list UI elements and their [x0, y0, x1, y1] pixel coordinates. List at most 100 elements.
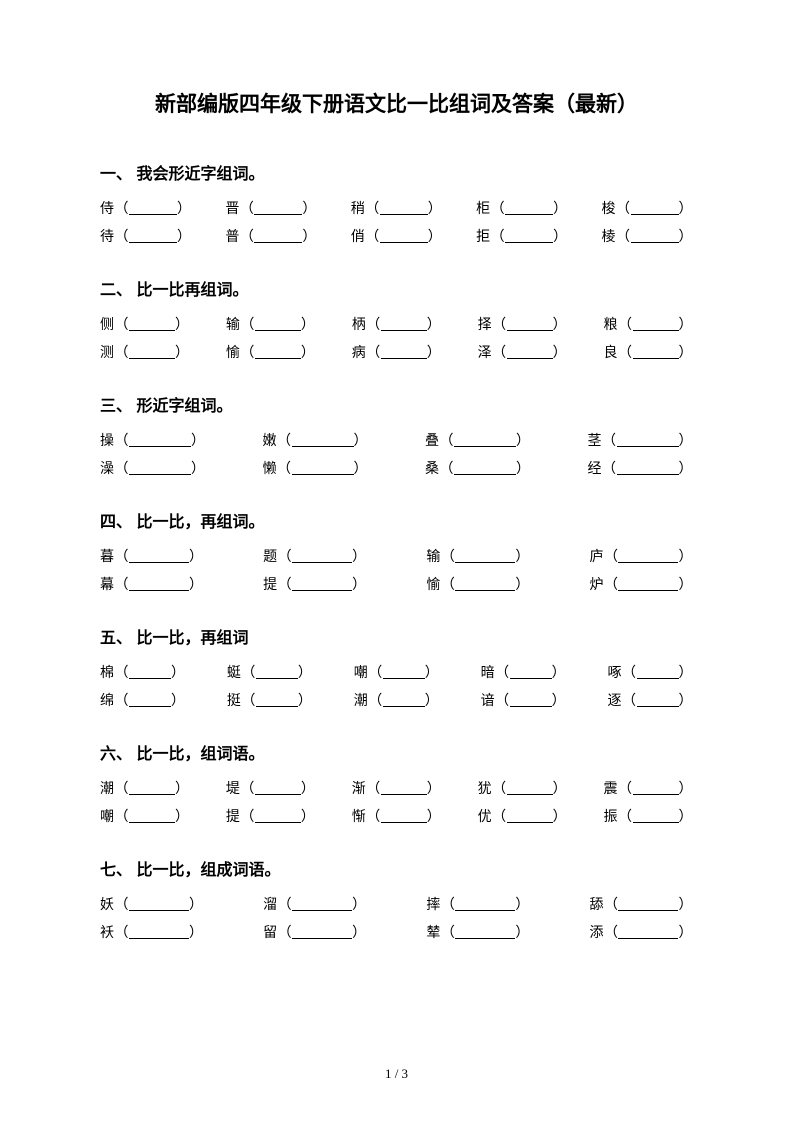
exercise-cell: 题（）	[263, 546, 367, 566]
answer-blank[interactable]	[256, 693, 298, 707]
answer-blank[interactable]	[510, 665, 552, 679]
answer-blank[interactable]	[129, 577, 189, 591]
answer-blank[interactable]	[292, 925, 352, 939]
character: 妖	[100, 894, 115, 914]
answer-blank[interactable]	[617, 461, 679, 475]
answer-blank[interactable]	[505, 201, 553, 215]
answer-blank[interactable]	[454, 461, 516, 475]
answer-blank[interactable]	[254, 229, 302, 243]
character: 普	[225, 226, 240, 246]
answer-blank[interactable]	[129, 665, 171, 679]
answer-blank[interactable]	[381, 345, 427, 359]
answer-blank[interactable]	[292, 433, 354, 447]
exercise-cell: 良（）	[604, 342, 694, 362]
answer-blank[interactable]	[507, 317, 553, 331]
answer-blank[interactable]	[617, 433, 679, 447]
exercise-row: 侍（）晋（）稍（）柜（）梭（）	[100, 198, 693, 218]
answer-blank[interactable]	[129, 897, 189, 911]
answer-blank[interactable]	[381, 317, 427, 331]
answer-blank[interactable]	[129, 693, 171, 707]
answer-blank[interactable]	[381, 809, 427, 823]
answer-blank[interactable]	[633, 781, 679, 795]
answer-blank[interactable]	[129, 317, 175, 331]
answer-blank[interactable]	[383, 693, 425, 707]
exercise-section: 三、 形近字组词。操（）嫩（）叠（）茎（）澡（）懒（）桑（）经（）	[100, 392, 693, 478]
answer-blank[interactable]	[510, 693, 552, 707]
answer-blank[interactable]	[455, 549, 515, 563]
answer-blank[interactable]	[129, 201, 177, 215]
answer-blank[interactable]	[129, 809, 175, 823]
paren-close: ）	[427, 806, 442, 826]
answer-blank[interactable]	[255, 809, 301, 823]
exercise-cell: 棉（）	[100, 662, 186, 682]
answer-blank[interactable]	[129, 433, 191, 447]
answer-blank[interactable]	[292, 577, 352, 591]
answer-blank[interactable]	[455, 925, 515, 939]
character: 愉	[226, 342, 241, 362]
answer-blank[interactable]	[633, 317, 679, 331]
character: 良	[604, 342, 619, 362]
answer-blank[interactable]	[255, 345, 301, 359]
answer-blank[interactable]	[129, 925, 189, 939]
exercise-section: 七、 比一比，组成词语。妖（）溜（）摔（）舔（）袄（）留（）辇（）添（）	[100, 856, 693, 942]
character: 棉	[100, 662, 115, 682]
answer-blank[interactable]	[507, 345, 553, 359]
answer-blank[interactable]	[381, 781, 427, 795]
answer-blank[interactable]	[129, 229, 177, 243]
character: 绵	[100, 690, 115, 710]
answer-blank[interactable]	[380, 201, 428, 215]
paren-close: ）	[301, 342, 316, 362]
paren-close: ）	[427, 778, 442, 798]
exercise-cell: 柄（）	[352, 314, 442, 334]
paren-open: （	[492, 778, 507, 798]
answer-blank[interactable]	[292, 549, 352, 563]
paren-close: ）	[175, 778, 190, 798]
answer-blank[interactable]	[455, 897, 515, 911]
answer-blank[interactable]	[637, 665, 679, 679]
answer-blank[interactable]	[618, 577, 678, 591]
answer-blank[interactable]	[254, 201, 302, 215]
character: 嫩	[263, 430, 278, 450]
exercise-cell: 粮（）	[604, 314, 694, 334]
answer-blank[interactable]	[455, 577, 515, 591]
answer-blank[interactable]	[618, 925, 678, 939]
answer-blank[interactable]	[618, 897, 678, 911]
section-heading: 二、 比一比再组词。	[100, 276, 693, 300]
document-title: 新部编版四年级下册语文比一比组词及答案（最新）	[100, 88, 693, 118]
paren-open: （	[240, 342, 255, 362]
character: 愉	[426, 574, 441, 594]
answer-blank[interactable]	[507, 809, 553, 823]
answer-blank[interactable]	[255, 781, 301, 795]
exercise-cell: 惭（）	[352, 806, 442, 826]
answer-blank[interactable]	[380, 229, 428, 243]
character: 暮	[100, 546, 115, 566]
answer-blank[interactable]	[129, 781, 175, 795]
answer-blank[interactable]	[129, 345, 175, 359]
answer-blank[interactable]	[255, 317, 301, 331]
paren-open: （	[115, 198, 130, 218]
answer-blank[interactable]	[631, 201, 679, 215]
answer-blank[interactable]	[256, 665, 298, 679]
section-heading: 三、 形近字组词。	[100, 392, 693, 416]
paren-close: ）	[191, 458, 206, 478]
answer-blank[interactable]	[505, 229, 553, 243]
paren-open: （	[277, 430, 292, 450]
answer-blank[interactable]	[292, 461, 354, 475]
answer-blank[interactable]	[618, 549, 678, 563]
exercise-cell: 测（）	[100, 342, 190, 362]
answer-blank[interactable]	[292, 897, 352, 911]
paren-close: ）	[298, 690, 313, 710]
answer-blank[interactable]	[631, 229, 679, 243]
answer-blank[interactable]	[454, 433, 516, 447]
paren-open: （	[492, 806, 507, 826]
section-heading: 五、 比一比，再组词	[100, 624, 693, 648]
answer-blank[interactable]	[507, 781, 553, 795]
answer-blank[interactable]	[633, 809, 679, 823]
paren-open: （	[115, 690, 130, 710]
paren-close: ）	[515, 894, 530, 914]
answer-blank[interactable]	[383, 665, 425, 679]
answer-blank[interactable]	[633, 345, 679, 359]
answer-blank[interactable]	[129, 461, 191, 475]
answer-blank[interactable]	[637, 693, 679, 707]
answer-blank[interactable]	[129, 549, 189, 563]
